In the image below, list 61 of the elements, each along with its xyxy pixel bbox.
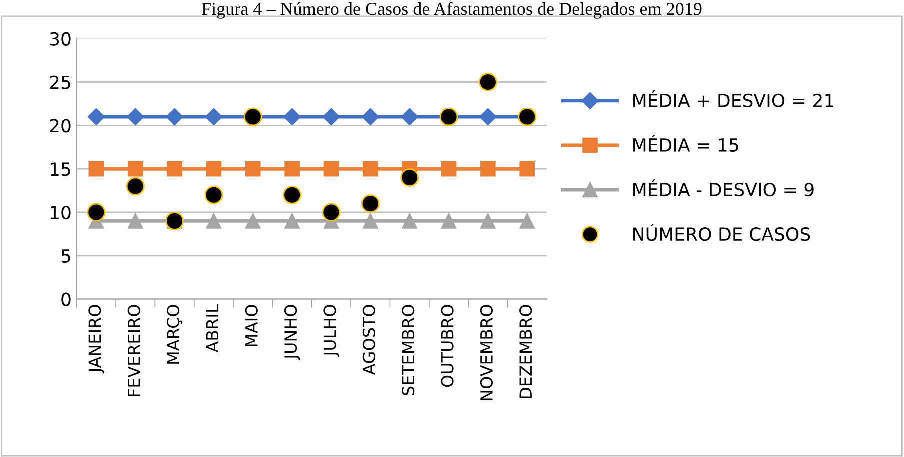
x-tick-label: JUNHO [284, 305, 300, 360]
point [520, 214, 535, 229]
point [204, 186, 224, 204]
x-tick-label: MARÇO [167, 305, 183, 364]
point [128, 214, 144, 229]
point [441, 161, 457, 177]
point [167, 161, 182, 177]
point [206, 214, 222, 229]
point [166, 108, 184, 126]
point [127, 108, 144, 126]
point [322, 203, 341, 222]
point [87, 203, 106, 222]
x-tick-label: DEZEMBRO [520, 305, 532, 398]
x-tick-label: JULHO [324, 305, 340, 358]
chart-title: Figura 4 – Número de Casos de Afastamentos de Delegados em 2019 [202, 2, 702, 19]
point [284, 108, 301, 126]
point [480, 161, 496, 177]
x-tick-label: FEVEREIRO [128, 305, 140, 396]
y-tick-label: 25 [50, 76, 70, 90]
y-tick-label: 15 [50, 162, 70, 176]
point [126, 177, 145, 196]
point [363, 214, 378, 229]
point [480, 214, 496, 229]
point [284, 214, 300, 229]
legend-label: NÚMERO DE CASOS [634, 224, 810, 242]
legend-label: MÉDIA - DESVIO = 9 [634, 180, 814, 197]
legend-label: MÉDIA = 15 [634, 135, 738, 152]
point [402, 214, 418, 229]
point [88, 108, 105, 126]
x-tick-label: AGOSTO [362, 305, 376, 376]
x-tick-label: ABRIL [206, 304, 219, 353]
y-tick-label: 30 [50, 32, 71, 46]
point [284, 161, 300, 177]
point [362, 108, 380, 126]
point [88, 161, 104, 177]
legend-label: MÉDIA + DESVIO = 21 [634, 90, 834, 108]
point [361, 194, 380, 214]
x-tick-label: SETEMBRO [402, 305, 415, 396]
point [205, 108, 222, 126]
point [283, 186, 302, 204]
y-tick-label: 0 [62, 292, 71, 306]
point [128, 161, 144, 177]
point [441, 214, 457, 229]
point [400, 168, 420, 187]
point [401, 108, 418, 126]
y-tick-label: 20 [50, 119, 71, 133]
point [322, 108, 340, 126]
point [480, 108, 497, 126]
x-tick-label: JANEIRO [88, 305, 104, 374]
y-tick-label: 10 [50, 206, 71, 220]
point [245, 161, 261, 177]
point [245, 214, 261, 229]
point [478, 73, 498, 92]
point [363, 161, 378, 177]
point [520, 161, 535, 177]
point [324, 161, 340, 177]
point [206, 161, 222, 177]
x-tick-label: MAIO [245, 305, 258, 346]
x-tick-label: NOVEMBRO [480, 305, 493, 400]
x-tick-label: OUTUBRO [441, 305, 454, 388]
y-tick-label: 5 [62, 250, 70, 264]
